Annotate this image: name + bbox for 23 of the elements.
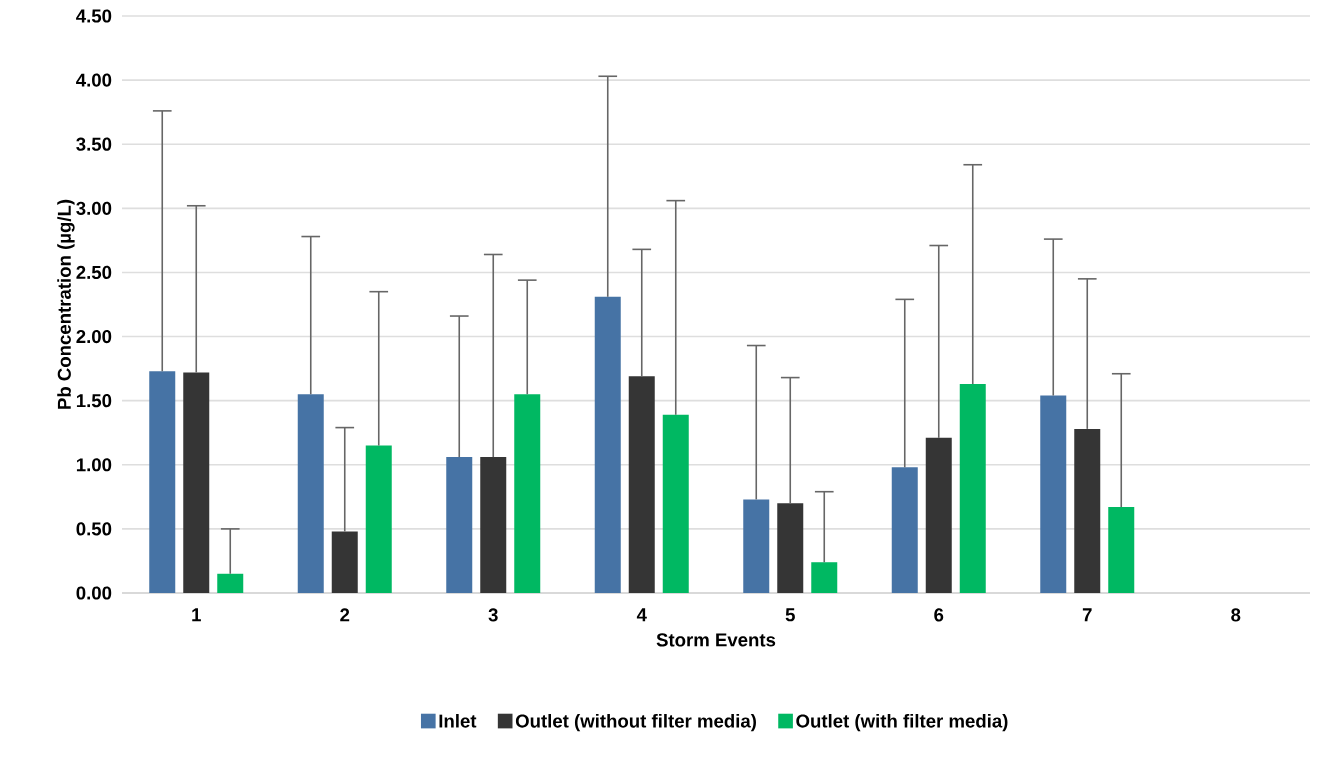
- y-tick-label: 4.00: [76, 73, 112, 87]
- x-tick-label: 5: [785, 608, 795, 622]
- x-tick-label: 1: [192, 608, 201, 622]
- x-tick-label: 6: [934, 608, 944, 622]
- x-tick-label: 8: [1231, 608, 1241, 622]
- y-tick-label: 3.00: [76, 201, 112, 215]
- x-axis-title: Storm Events: [656, 633, 776, 647]
- y-tick-label: 2.50: [76, 265, 112, 280]
- x-tick-label: 7: [1082, 608, 1092, 622]
- legend-label: Outlet (with filter media): [796, 713, 1008, 732]
- y-tick-label: 0.00: [76, 586, 112, 600]
- x-tick-label: 2: [340, 608, 350, 622]
- x-tick-label: 3: [488, 608, 498, 622]
- legend-label: Outlet (without filter media): [515, 713, 756, 732]
- y-tick-label: 2.00: [76, 329, 112, 344]
- x-tick-label: 4: [636, 608, 647, 622]
- y-tick-label: 0.50: [76, 522, 112, 536]
- y-axis-title: Pb Concentration (µg/L): [57, 199, 75, 409]
- y-tick-label: 4.50: [76, 9, 112, 23]
- y-tick-label: 1.00: [76, 458, 112, 472]
- y-tick-label: 3.50: [76, 137, 112, 151]
- y-tick-label: 1.50: [76, 394, 112, 408]
- legend-label: Inlet: [439, 713, 477, 728]
